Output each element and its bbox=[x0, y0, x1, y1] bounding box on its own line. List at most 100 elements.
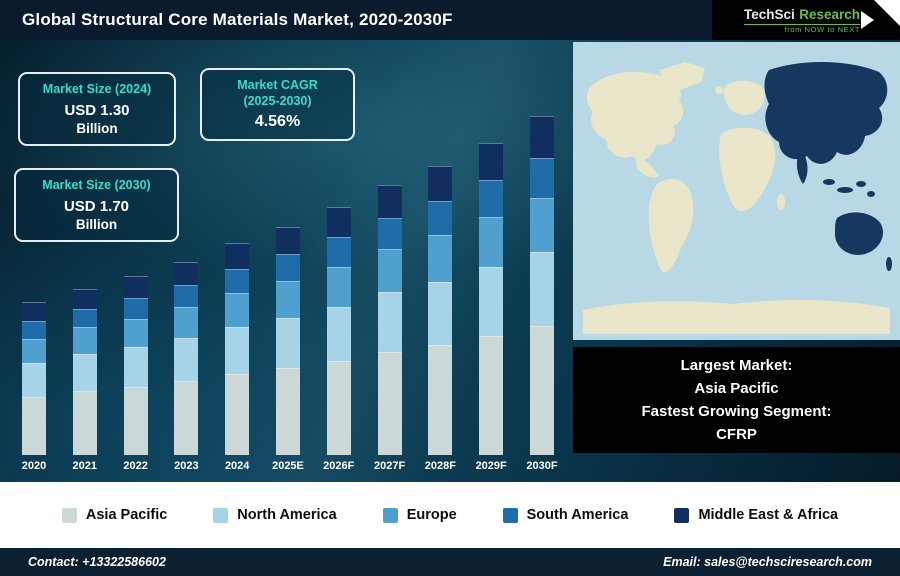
map-central-america bbox=[635, 156, 659, 178]
bar-segment-asia-pacific bbox=[377, 352, 402, 455]
map-antarctica bbox=[583, 299, 890, 334]
map-british-isles bbox=[715, 86, 723, 94]
logo-text: TechSci Research from NOW to NEXT bbox=[743, 6, 860, 35]
legend-item-middle-east-africa: Middle East & Africa bbox=[674, 507, 838, 523]
stacked-bar bbox=[275, 227, 300, 455]
x-axis-label: 2026F bbox=[323, 460, 355, 472]
bar-segment-middle-east-africa bbox=[225, 243, 250, 269]
bar-column-2027f: 2027F bbox=[368, 185, 412, 472]
largest-market-box: Largest Market: Asia Pacific Fastest Growi… bbox=[573, 347, 900, 453]
x-axis-label: 2025E bbox=[272, 460, 304, 472]
bar-column-2025e: 2025E bbox=[266, 227, 310, 472]
bar-segment-europe bbox=[529, 198, 554, 252]
market-size-2024-unit: Billion bbox=[76, 120, 118, 136]
bar-segment-north-america bbox=[326, 307, 351, 361]
bar-segment-north-america bbox=[123, 347, 148, 387]
legend-swatch-icon bbox=[674, 507, 690, 523]
world-map bbox=[573, 42, 900, 340]
caption-line: Fastest Growing Segment: bbox=[641, 403, 832, 420]
legend-swatch-icon bbox=[213, 507, 229, 523]
map-india-highlight bbox=[796, 152, 808, 184]
market-size-2024-box: Market Size (2024) USD 1.30 Billion bbox=[18, 72, 176, 146]
legend-label: Asia Pacific bbox=[85, 507, 168, 523]
stacked-bar bbox=[326, 207, 351, 455]
techsci-logo: TechSci Research from NOW to NEXT bbox=[712, 0, 900, 40]
bar-segment-europe bbox=[479, 217, 504, 267]
bar-segment-europe bbox=[174, 307, 199, 338]
stacked-bar bbox=[529, 116, 554, 455]
bar-column-2030f: 2030F bbox=[520, 116, 564, 472]
market-cagr-title-line1: Market CAGR bbox=[237, 78, 318, 92]
bar-segment-middle-east-africa bbox=[22, 302, 46, 321]
legend-item-south-america: South America bbox=[502, 507, 628, 523]
map-new-zealand bbox=[886, 257, 892, 271]
x-axis-label: 2028F bbox=[424, 460, 456, 472]
bar-segment-europe bbox=[72, 327, 97, 354]
bar-segment-middle-east-africa bbox=[377, 185, 402, 218]
market-size-2030-value: USD 1.70 bbox=[63, 197, 130, 215]
logo-name-part1: TechSci bbox=[743, 6, 795, 22]
map-madagascar bbox=[777, 194, 785, 210]
bar-segment-south-america bbox=[479, 180, 504, 217]
bar-segment-south-america bbox=[225, 269, 250, 293]
map-se-asia-islands bbox=[837, 187, 853, 193]
bar-segment-asia-pacific bbox=[22, 397, 46, 455]
legend-label: Middle East & Africa bbox=[698, 507, 839, 523]
map-australia-highlight bbox=[835, 212, 884, 255]
chart-legend: Asia Pacific North America Europe South Ame… bbox=[0, 482, 900, 548]
x-axis-label: 2023 bbox=[174, 460, 199, 472]
stacked-bar bbox=[377, 185, 402, 455]
logo-tagline: from NOW to NEXT bbox=[743, 24, 860, 34]
bar-segment-europe bbox=[225, 293, 250, 327]
stacked-bar bbox=[22, 302, 46, 455]
x-axis-label: 2021 bbox=[72, 460, 98, 472]
bar-segment-north-america bbox=[479, 267, 504, 336]
map-south-america bbox=[648, 179, 694, 273]
market-cagr-box: Market CAGR (2025-2030) 4.56% bbox=[200, 68, 355, 142]
bar-segment-south-america bbox=[377, 218, 402, 249]
bar-segment-north-america bbox=[377, 292, 402, 352]
bar-segment-middle-east-africa bbox=[72, 289, 97, 309]
map-north-america bbox=[586, 71, 684, 161]
map-se-asia-islands bbox=[823, 179, 835, 185]
bar-segment-middle-east-africa bbox=[275, 227, 300, 254]
bar-segment-middle-east-africa bbox=[529, 116, 554, 158]
stacked-bar bbox=[479, 143, 504, 455]
bar-column-2021: 2021 bbox=[63, 289, 107, 472]
footer-bar: Contact: +13322586602 Email: sales@techs… bbox=[0, 548, 900, 576]
bar-segment-south-america bbox=[72, 309, 97, 327]
market-size-2024-value: USD 1.30 bbox=[64, 101, 130, 119]
corner-triangle bbox=[874, 0, 900, 26]
bar-segment-europe bbox=[377, 249, 402, 292]
legend-item-europe: Europe bbox=[382, 507, 457, 523]
x-axis-label: 2022 bbox=[123, 460, 148, 472]
logo-name: TechSci Research bbox=[744, 6, 860, 23]
caption-line: Asia Pacific bbox=[694, 379, 779, 397]
x-axis-label: 2027F bbox=[373, 460, 406, 472]
bar-column-2026f: 2026F bbox=[317, 207, 361, 472]
bar-segment-europe bbox=[123, 319, 148, 347]
bar-segment-north-america bbox=[275, 318, 300, 368]
legend-item-north-america: North America bbox=[213, 507, 337, 523]
x-axis-label: 2024 bbox=[224, 460, 250, 472]
bar-segment-south-america bbox=[326, 237, 351, 267]
bar-segment-middle-east-africa bbox=[428, 166, 453, 201]
map-se-asia-islands bbox=[867, 191, 875, 197]
bar-segment-asia-pacific bbox=[275, 368, 300, 455]
bar-segment-europe bbox=[22, 339, 46, 363]
caption-line: CFRP bbox=[716, 426, 757, 444]
bar-segment-asia-pacific bbox=[326, 361, 351, 455]
bar-segment-north-america bbox=[174, 338, 199, 381]
bar-segment-north-america bbox=[529, 252, 554, 326]
footer-contact: Contact: +13322586602 bbox=[28, 555, 166, 569]
legend-swatch-icon bbox=[61, 507, 77, 523]
bar-column-2029f: 2029F bbox=[469, 143, 513, 472]
bar-segment-north-america bbox=[428, 282, 453, 345]
caption-line: Largest Market: bbox=[680, 356, 793, 374]
stacked-bar bbox=[225, 243, 250, 455]
world-map-panel bbox=[573, 42, 900, 340]
bar-column-2028f: 2028F bbox=[418, 166, 462, 472]
bar-segment-south-america bbox=[428, 201, 453, 235]
logo-name-part2: Research bbox=[799, 6, 860, 22]
